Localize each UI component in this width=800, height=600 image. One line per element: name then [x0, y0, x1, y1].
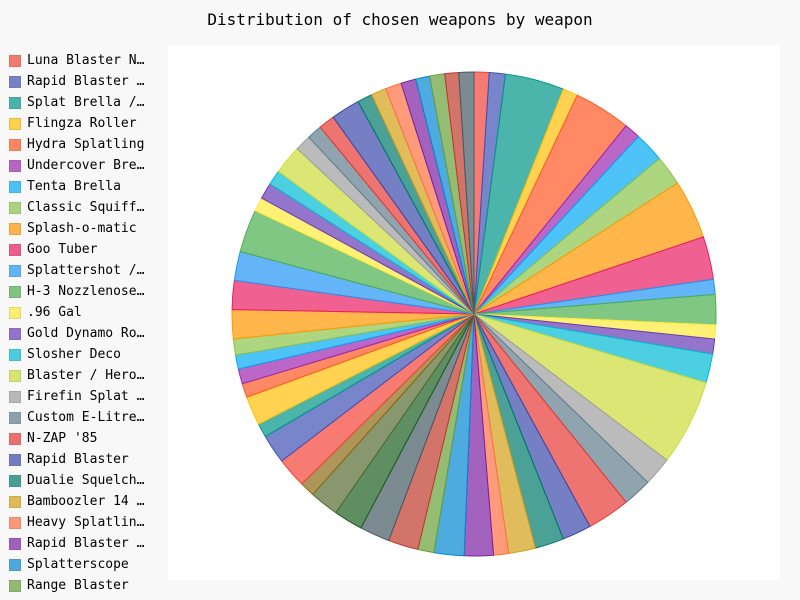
- legend-swatch: [9, 307, 21, 319]
- legend-swatch: [9, 223, 21, 235]
- legend-label: Tenta Brella: [27, 179, 121, 194]
- legend-swatch: [9, 118, 21, 130]
- chart-title: Distribution of chosen weapons by weapon: [207, 10, 593, 29]
- legend-label: Custom E-Litre…: [27, 410, 145, 425]
- pie-slices: [231, 71, 717, 557]
- legend-label: Bamboozler 14 …: [27, 494, 145, 509]
- legend-label: Range Blaster: [27, 578, 129, 593]
- legend-swatch: [9, 286, 21, 298]
- legend-label: Splat Brella /…: [27, 95, 145, 110]
- legend-label: Gold Dynamo Ro…: [27, 326, 145, 341]
- legend-swatch: [9, 328, 21, 340]
- legend-swatch: [9, 475, 21, 487]
- legend-label: .96 Gal: [27, 305, 82, 320]
- legend-label: Luna Blaster N…: [27, 53, 145, 68]
- legend-swatch: [9, 538, 21, 550]
- legend-swatch: [9, 55, 21, 67]
- legend-label: Blaster / Hero…: [27, 368, 145, 383]
- legend-swatch: [9, 139, 21, 151]
- legend-label: Splattershot /…: [27, 263, 145, 278]
- legend-swatch: [9, 160, 21, 172]
- legend-label: Splatterscope: [27, 557, 129, 572]
- legend-label: H-3 Nozzlenose…: [27, 284, 145, 299]
- legend-swatch: [9, 580, 21, 592]
- legend-swatch: [9, 202, 21, 214]
- legend-swatch: [9, 454, 21, 466]
- legend-swatch: [9, 244, 21, 256]
- legend-label: Rapid Blaster: [27, 452, 129, 467]
- legend-swatch: [9, 391, 21, 403]
- legend-swatch: [9, 349, 21, 361]
- legend-swatch: [9, 559, 21, 571]
- pie-slice[interactable]: [458, 71, 475, 315]
- legend-swatch: [9, 97, 21, 109]
- legend-label: Splash-o-matic: [27, 221, 137, 236]
- legend-label: Hydra Splatling: [27, 137, 145, 152]
- legend-label: Goo Tuber: [27, 242, 98, 257]
- legend-label: Undercover Bre…: [27, 158, 145, 173]
- legend-label: Flingza Roller: [27, 116, 137, 131]
- legend-label: N-ZAP '85: [27, 431, 98, 446]
- legend-swatch: [9, 181, 21, 193]
- legend-label: Rapid Blaster …: [27, 536, 145, 551]
- legend-label: Heavy Splatlin…: [27, 515, 145, 530]
- legend-swatch: [9, 370, 21, 382]
- legend-label: Rapid Blaster …: [27, 74, 145, 89]
- legend-swatch: [9, 412, 21, 424]
- legend-swatch: [9, 433, 21, 445]
- legend-swatch: [9, 265, 21, 277]
- legend-label: Slosher Deco: [27, 347, 121, 362]
- legend-swatch: [9, 496, 21, 508]
- legend-label: Firefin Splat …: [27, 389, 145, 404]
- legend-swatch: [9, 76, 21, 88]
- legend-label: Dualie Squelch…: [27, 473, 145, 488]
- legend-swatch: [9, 517, 21, 529]
- legend-label: Classic Squiff…: [27, 200, 145, 215]
